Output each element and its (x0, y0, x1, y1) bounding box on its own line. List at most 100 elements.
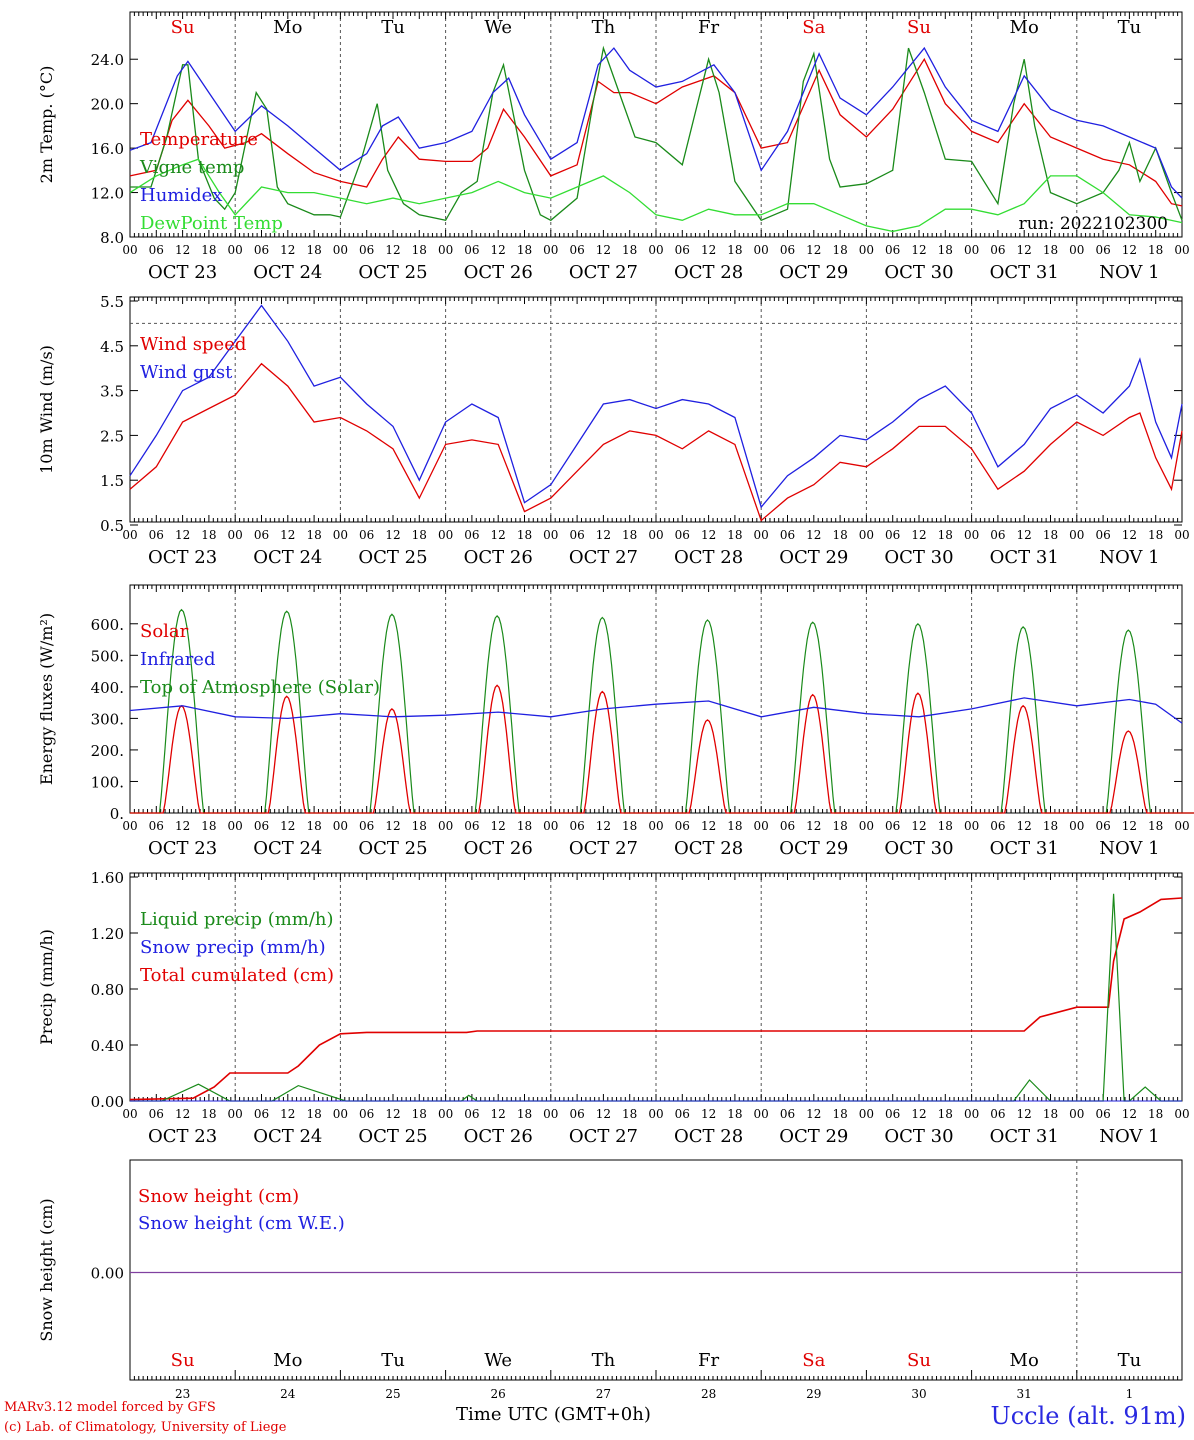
hour-tick-label: 00 (1174, 1107, 1189, 1121)
hour-tick-label: 18 (832, 1107, 847, 1121)
hour-tick-label: 12 (1122, 528, 1137, 542)
date-label: NOV 1 (1099, 547, 1159, 568)
hour-tick-label: 18 (201, 819, 216, 833)
date-label: OCT 29 (779, 547, 848, 568)
hour-tick-label: 18 (201, 243, 216, 257)
panel-3 (129, 584, 1194, 814)
hour-tick-label: 06 (1095, 819, 1110, 833)
date-label: OCT 29 (779, 1126, 848, 1147)
date-label: OCT 23 (148, 838, 217, 859)
weekday-label-top: Th (592, 17, 616, 38)
hour-tick-label: 18 (1043, 1107, 1058, 1121)
hour-tick-label: 12 (1017, 819, 1032, 833)
panel-frame (129, 296, 1183, 523)
hour-tick-label: 00 (543, 243, 558, 257)
hour-tick-label: 06 (675, 819, 690, 833)
hour-tick-label: 00 (1069, 528, 1084, 542)
hour-tick-label: 06 (780, 528, 795, 542)
day-number-label: 31 (1017, 1387, 1032, 1401)
y-tick-label: 3.5 (100, 383, 124, 401)
date-label: OCT 29 (779, 262, 848, 283)
hour-tick-label: 12 (280, 528, 295, 542)
legend-dewpoint-temp: DewPoint Temp (140, 213, 283, 234)
y-tick-label: 5.5 (100, 293, 124, 311)
weekday-label-top: Tu (1118, 17, 1142, 38)
hour-tick-label: 18 (1043, 528, 1058, 542)
hour-tick-label: 06 (780, 819, 795, 833)
hour-tick-label: 06 (359, 528, 374, 542)
hour-tick-label: 12 (596, 243, 611, 257)
hour-tick-label: 12 (280, 819, 295, 833)
weekday-label-bottom: Fr (698, 1350, 719, 1371)
hour-tick-label: 00 (438, 243, 453, 257)
hour-tick-label: 06 (990, 819, 1005, 833)
hour-tick-label: 18 (412, 243, 427, 257)
legend-snow-precip-mm-h-: Snow precip (mm/h) (140, 937, 326, 958)
day-number-label: 1 (1126, 1387, 1134, 1401)
date-label: OCT 25 (358, 547, 427, 568)
date-label: NOV 1 (1099, 1126, 1159, 1147)
hour-tick-label: 12 (701, 528, 716, 542)
hour-tick-label: 12 (701, 243, 716, 257)
legend-liquid-precip-mm-h-: Liquid precip (mm/h) (140, 909, 334, 930)
hour-tick-label: 12 (806, 1107, 821, 1121)
hour-tick-label: 12 (596, 1107, 611, 1121)
wind-speed-line (129, 362, 1183, 522)
hour-tick-label: 12 (175, 1107, 190, 1121)
total-cumulated-cm--line (129, 897, 1183, 1101)
hour-tick-label: 06 (885, 528, 900, 542)
hour-tick-label: 06 (1095, 243, 1110, 257)
hour-tick-label: 12 (911, 819, 926, 833)
hour-tick-label: 12 (385, 819, 400, 833)
day-number-label: 23 (175, 1387, 190, 1401)
hour-tick-label: 18 (306, 1107, 321, 1121)
weekday-label-top: Su (907, 17, 931, 38)
legend-top-of-atmosphere-solar-: Top of Atmosphere (Solar) (140, 677, 380, 698)
weekday-label-bottom: Su (171, 1350, 195, 1371)
hour-tick-label: 00 (648, 1107, 663, 1121)
hour-tick-label: 06 (149, 528, 164, 542)
hour-tick-label: 00 (648, 819, 663, 833)
hour-tick-label: 06 (149, 819, 164, 833)
hour-tick-label: 00 (1069, 243, 1084, 257)
hour-tick-label: 18 (306, 243, 321, 257)
day-number-label: 26 (491, 1387, 506, 1401)
date-label: OCT 27 (569, 262, 638, 283)
date-label: OCT 25 (358, 1126, 427, 1147)
hour-tick-label: 12 (1122, 819, 1137, 833)
legend-total-cumulated-cm-: Total cumulated (cm) (140, 965, 334, 986)
toa-solar-line (130, 608, 1194, 814)
legend-snow-height-cm-: Snow height (cm) (138, 1186, 299, 1207)
hour-tick-label: 12 (280, 243, 295, 257)
weekday-label-bottom: Sa (802, 1350, 825, 1371)
date-label: OCT 25 (358, 838, 427, 859)
y-tick-label: 100. (91, 773, 124, 791)
date-label: OCT 30 (884, 1126, 953, 1147)
hour-tick-label: 00 (228, 819, 243, 833)
hour-tick-label: 00 (1174, 528, 1189, 542)
y-tick-label: 12.0 (91, 185, 124, 203)
hour-tick-label: 00 (754, 819, 769, 833)
hour-tick-label: 12 (491, 243, 506, 257)
date-label: OCT 28 (674, 1126, 743, 1147)
weekday-label-bottom: Mo (273, 1350, 302, 1371)
date-label: OCT 30 (884, 262, 953, 283)
weekday-label-bottom: We (484, 1350, 512, 1371)
hour-tick-label: 12 (175, 243, 190, 257)
hour-tick-label: 06 (990, 528, 1005, 542)
hour-tick-label: 12 (385, 243, 400, 257)
hour-tick-label: 18 (727, 819, 742, 833)
hour-tick-label: 18 (938, 243, 953, 257)
vigne-temp-line (130, 45, 1183, 222)
y-tick-label: 500. (91, 647, 124, 665)
date-label: OCT 31 (990, 1126, 1059, 1147)
station-name: Uccle (alt. 91m) (990, 1402, 1186, 1430)
y-axis-label: 2m Temp. (°C) (37, 66, 56, 184)
run-annotation: run: 2022102300 (1019, 214, 1168, 234)
hour-tick-label: 18 (517, 819, 532, 833)
hour-tick-label: 00 (964, 1107, 979, 1121)
weekday-label-bottom: Tu (1118, 1350, 1142, 1371)
hour-tick-label: 00 (228, 243, 243, 257)
day-number-label: 29 (806, 1387, 821, 1401)
